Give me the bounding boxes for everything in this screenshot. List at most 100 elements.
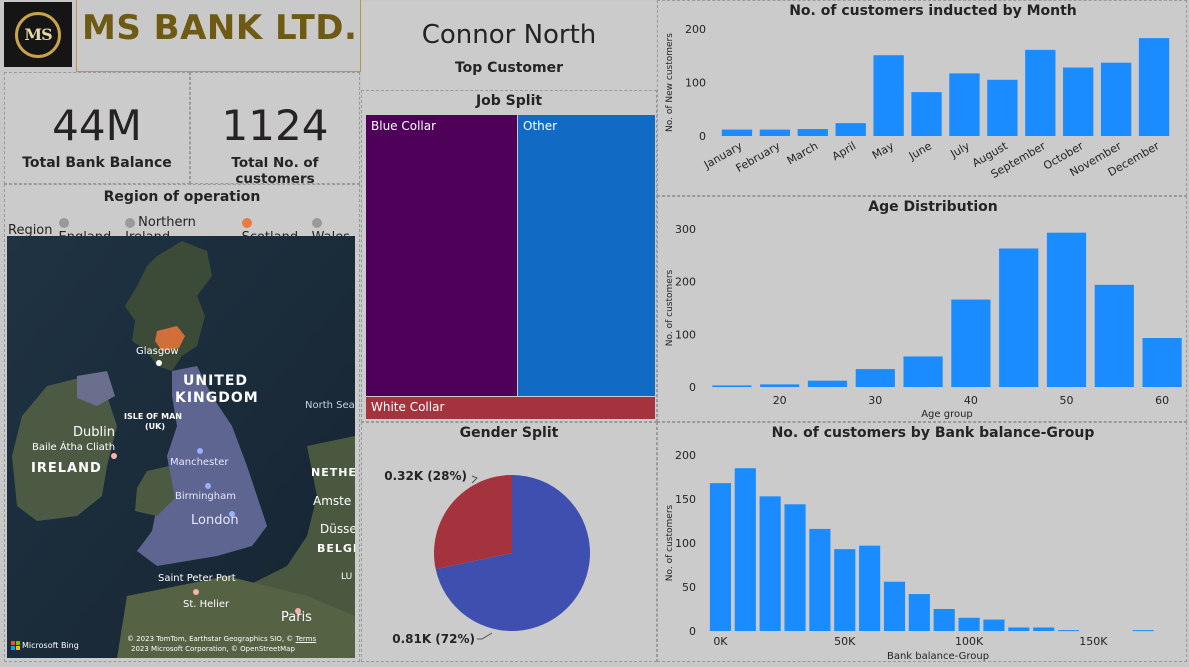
x-tick-label: February: [734, 139, 783, 175]
job-split-title: Job Split: [475, 93, 543, 109]
bar: [734, 468, 756, 631]
bar: [1094, 284, 1134, 387]
y-tick-label: 200: [675, 449, 696, 462]
map-label-isle-of-man: ISLE OF MAN: [124, 412, 182, 421]
treemap-white-collar[interactable]: White Collar: [366, 397, 655, 419]
bar: [1057, 630, 1080, 632]
chart-title: No. of customers inducted by Month: [789, 3, 1077, 19]
legend-title: Region: [8, 222, 53, 238]
map-label-dusseldorf: Düsse: [320, 522, 355, 536]
pie-label: 0.32K (28%): [384, 469, 467, 483]
x-tick-label: 100K: [955, 635, 984, 648]
balance-group-chart[interactable]: No. of customers by Bank balance-Group 0 5…: [658, 423, 1188, 663]
scotland-highlight: [155, 326, 185, 351]
france-land: [117, 576, 355, 658]
bar: [759, 129, 791, 136]
bar: [1142, 338, 1182, 387]
y-tick-label: 150: [675, 493, 696, 506]
map-label-uk: UNITED: [183, 373, 249, 389]
treemap-blue-collar[interactable]: Blue Collar: [366, 115, 517, 396]
x-tick-label: 20: [773, 394, 787, 407]
bar: [1100, 62, 1132, 136]
bar: [712, 385, 752, 387]
map-label-paris: Paris: [281, 610, 312, 625]
x-tick-label: July: [947, 139, 972, 161]
bar: [1033, 627, 1055, 631]
bar: [859, 545, 881, 631]
bar: [911, 92, 942, 136]
bar: [834, 549, 856, 631]
x-axis-label: Age group: [921, 409, 973, 420]
top-customer-label: Top Customer: [454, 60, 564, 76]
x-tick-label: 0K: [713, 635, 728, 648]
y-tick-label: 200: [675, 276, 696, 289]
map-label-north-sea: North Sea: [305, 400, 355, 411]
y-tick-label: 100: [685, 77, 706, 90]
region-title: Region of operation: [103, 189, 261, 205]
bar: [809, 528, 831, 631]
region-map[interactable]: Glasgow UNITED KINGDOM ISLE OF MAN (UK) …: [7, 236, 355, 658]
bar: [759, 496, 781, 631]
bar: [1138, 38, 1170, 136]
pie-label: 0.81K (72%): [392, 632, 475, 646]
ireland-land: [12, 376, 117, 521]
gender-split-title: Gender Split: [459, 425, 559, 441]
map-label-dublin: Dublin: [73, 425, 115, 440]
bar: [721, 129, 753, 136]
map-label-netherlands: NETHE: [311, 466, 355, 479]
map-label-lux: LU: [341, 572, 353, 582]
customers-by-month-chart[interactable]: No. of customers inducted by Month 0 100 20…: [658, 1, 1188, 197]
logo-emblem: MS: [15, 11, 61, 58]
y-tick-label: 0: [699, 130, 706, 143]
bar: [709, 483, 731, 631]
y-tick-label: 200: [685, 23, 706, 36]
map-label-glasgow: Glasgow: [136, 346, 179, 357]
map-label-kingdom: KINGDOM: [175, 390, 259, 406]
bar: [933, 609, 955, 631]
y-tick-label: 100: [675, 328, 696, 341]
y-axis-label: No. of customers: [665, 269, 675, 346]
bar: [1046, 232, 1087, 387]
chart-title: No. of customers by Bank balance-Group: [772, 425, 1095, 441]
map-copyright-2: 2023 Microsoft Corporation, © OpenStreet…: [131, 645, 295, 653]
top-customer-card: Connor North Top Customer: [362, 2, 656, 90]
x-axis-label: Bank balance-Group: [887, 651, 989, 662]
map-label-amsterdam: Amste: [313, 494, 352, 508]
map-terms-link[interactable]: Terms: [295, 635, 317, 643]
brand-banner: [76, 0, 361, 72]
y-tick-label: 0: [689, 625, 696, 638]
map-copyright-1: © 2023 TomTom, Earthstar Geographics SIO…: [127, 635, 317, 643]
bing-logo: Microsoft Bing: [11, 641, 79, 650]
age-chart-panel: Age Distribution 0 100 200 300 No. of custome…: [657, 196, 1187, 422]
bar: [903, 356, 943, 387]
treemap-other[interactable]: Other: [518, 115, 655, 396]
map-label-isle-of-man-uk: (UK): [145, 422, 166, 431]
y-tick-label: 0: [689, 381, 696, 394]
bar: [1025, 49, 1056, 136]
kpi-total-balance-value: 44M: [52, 101, 142, 150]
pie-slice: [435, 475, 590, 631]
bar: [873, 55, 904, 137]
age-distribution-chart[interactable]: Age Distribution 0 100 200 300 No. of custome…: [658, 197, 1188, 423]
bank-logo: MS: [4, 2, 72, 67]
bar: [807, 380, 848, 387]
map-label-st-helier: St. Helier: [183, 599, 230, 610]
gender-pie-chart[interactable]: 0.32K (28%) 0.81K (72%): [362, 423, 658, 663]
x-tick-label: 30: [868, 394, 882, 407]
bar: [908, 594, 930, 631]
bar: [835, 123, 866, 136]
bar: [987, 79, 1018, 136]
bar: [797, 129, 828, 136]
kpi-total-balance-label: Total Bank Balance: [22, 155, 172, 171]
wales-land: [135, 466, 175, 516]
gender-split-panel: Gender Split 0.32K (28%) 0.81K (72%): [361, 422, 657, 662]
bar: [760, 384, 800, 387]
y-tick-label: 50: [682, 581, 696, 594]
bar: [949, 73, 980, 136]
bar: [958, 617, 980, 631]
northern-ireland-land: [77, 371, 115, 406]
x-tick-label: 60: [1155, 394, 1169, 407]
x-tick-label: 50K: [834, 635, 856, 648]
bar: [883, 581, 906, 631]
kpi-total-customers-value: 1124: [221, 101, 329, 150]
